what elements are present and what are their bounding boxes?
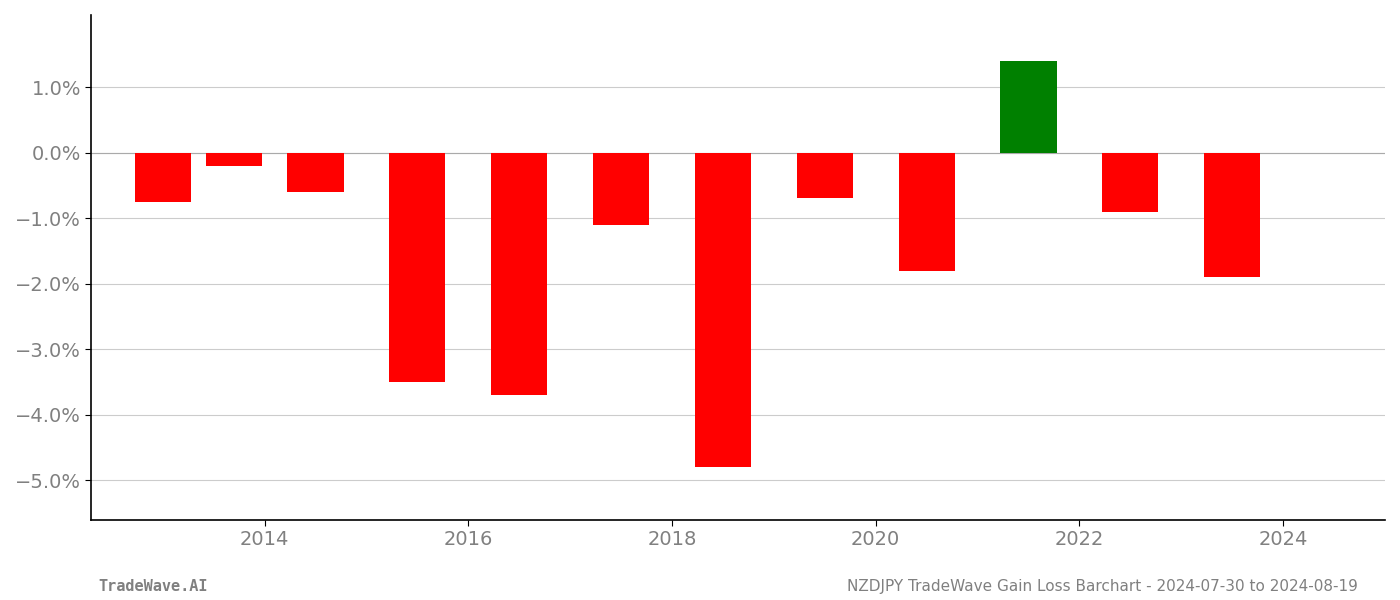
Bar xyxy=(1204,152,1260,277)
Bar xyxy=(389,152,445,382)
Bar xyxy=(134,152,190,202)
Bar xyxy=(287,152,343,192)
Text: TradeWave.AI: TradeWave.AI xyxy=(98,579,207,594)
Bar xyxy=(797,152,853,199)
Bar xyxy=(594,152,650,224)
Bar xyxy=(1102,152,1158,212)
Bar xyxy=(491,152,547,395)
Text: NZDJPY TradeWave Gain Loss Barchart - 2024-07-30 to 2024-08-19: NZDJPY TradeWave Gain Loss Barchart - 20… xyxy=(847,579,1358,594)
Bar xyxy=(206,152,262,166)
Bar xyxy=(1001,61,1057,152)
Bar xyxy=(899,152,955,271)
Bar xyxy=(694,152,750,467)
